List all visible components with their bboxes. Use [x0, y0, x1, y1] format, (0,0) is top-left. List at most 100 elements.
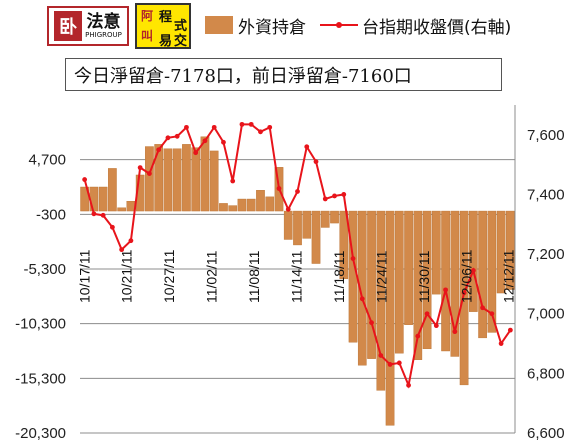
bar [376, 210, 386, 391]
bar [209, 150, 219, 212]
bar [293, 210, 302, 246]
program-glyph-2: 式 [174, 19, 188, 34]
x-axis-tick-label: 10/17/11 [76, 249, 92, 303]
bar [311, 210, 321, 264]
bar [357, 210, 367, 366]
price-point [304, 144, 310, 150]
bar [191, 147, 201, 212]
price-point [396, 360, 402, 366]
bar [98, 186, 108, 212]
price-point [137, 165, 143, 171]
price-point [322, 196, 328, 202]
bar [487, 210, 497, 333]
price-point [202, 138, 208, 144]
price-point [415, 333, 421, 339]
price-point [350, 256, 356, 261]
bar [450, 210, 460, 357]
price-point [480, 305, 486, 311]
price-point [184, 124, 189, 130]
x-axis-tick-label: 12/12/11 [501, 249, 517, 303]
price-point [174, 133, 180, 139]
price-point [248, 121, 254, 127]
price-point [221, 139, 226, 145]
legend: 外資持倉 台指期收盤價(右軸) [205, 12, 511, 38]
program-glyph-4: 易 [159, 34, 173, 49]
price-point [193, 150, 199, 156]
bar [496, 210, 506, 294]
x-axis-tick-label: 10/21/11 [119, 249, 135, 303]
bar [256, 190, 265, 212]
price-point [295, 189, 300, 194]
legend-bar-label: 外資持倉 [238, 17, 306, 38]
right-axis-tick-label: 7,400 [527, 186, 565, 203]
price-point [406, 382, 411, 388]
price-point [109, 224, 115, 230]
price-point [378, 353, 384, 358]
bar [413, 210, 423, 360]
brand-name: 法意 [86, 11, 121, 32]
bar [459, 210, 469, 386]
price-point [387, 362, 393, 367]
price-point [100, 212, 106, 218]
bar [228, 205, 238, 212]
bar [367, 210, 376, 359]
x-axis-tick-label: 11/08/11 [246, 250, 262, 303]
left-axis-tick-label: -5,300 [23, 261, 66, 278]
bar [320, 210, 330, 228]
price-point [82, 177, 88, 182]
right-axis-tick-label: 7,200 [527, 246, 565, 263]
bar [339, 210, 349, 280]
left-axis-tick-label: -20,300 [15, 425, 66, 442]
bar [478, 210, 487, 339]
bar [283, 210, 293, 240]
bar [265, 196, 275, 212]
bar [108, 168, 117, 212]
price-point [147, 171, 152, 176]
bar [80, 186, 89, 212]
price-point [239, 121, 245, 127]
price-point [470, 268, 476, 273]
legend-bar-swatch [205, 16, 233, 34]
right-axis-tick-label: 6,800 [527, 365, 565, 382]
x-axis-tick-label: 11/18/11 [331, 250, 347, 303]
x-axis-tick-label: 11/14/11 [289, 250, 305, 303]
bar [182, 144, 191, 212]
bar [237, 198, 247, 212]
bar [422, 210, 432, 350]
price-point [267, 124, 273, 130]
bar [330, 210, 339, 224]
bar [163, 148, 173, 212]
price-point [156, 147, 162, 153]
price-point [332, 193, 337, 199]
bar [200, 136, 210, 212]
price-point [507, 327, 513, 333]
brand-sub: PHIGROUP [85, 30, 122, 39]
bar [89, 186, 99, 212]
price-point [341, 192, 347, 197]
price-point [359, 296, 365, 302]
bar [432, 210, 441, 295]
bar [117, 207, 126, 212]
price-point [452, 329, 458, 335]
price-point [285, 206, 291, 212]
left-axis-tick-label: -300 [36, 206, 66, 223]
left-axis-tick-label: 4,700 [28, 152, 66, 169]
legend-line-label: 台指期收盤價(右軸) [362, 17, 512, 38]
program-glyph-1: 程 [159, 10, 173, 25]
price-point [461, 290, 467, 296]
bar [302, 210, 312, 239]
bar [404, 210, 413, 325]
price-point [498, 341, 504, 346]
price-point [211, 124, 217, 130]
right-axis-tick-label: 6,600 [527, 425, 565, 442]
x-axis-tick-label: 11/30/11 [416, 250, 432, 303]
price-point [128, 238, 134, 244]
bar [219, 203, 228, 212]
x-axis-tick-label: 12/06/11 [458, 249, 474, 303]
bar [246, 198, 256, 212]
left-axis-tick-label: -15,300 [15, 370, 66, 387]
bar [172, 148, 182, 212]
program-side-glyph-2: 叫 [141, 29, 154, 43]
price-point [433, 323, 439, 329]
right-axis-tick-label: 7,000 [527, 306, 565, 323]
